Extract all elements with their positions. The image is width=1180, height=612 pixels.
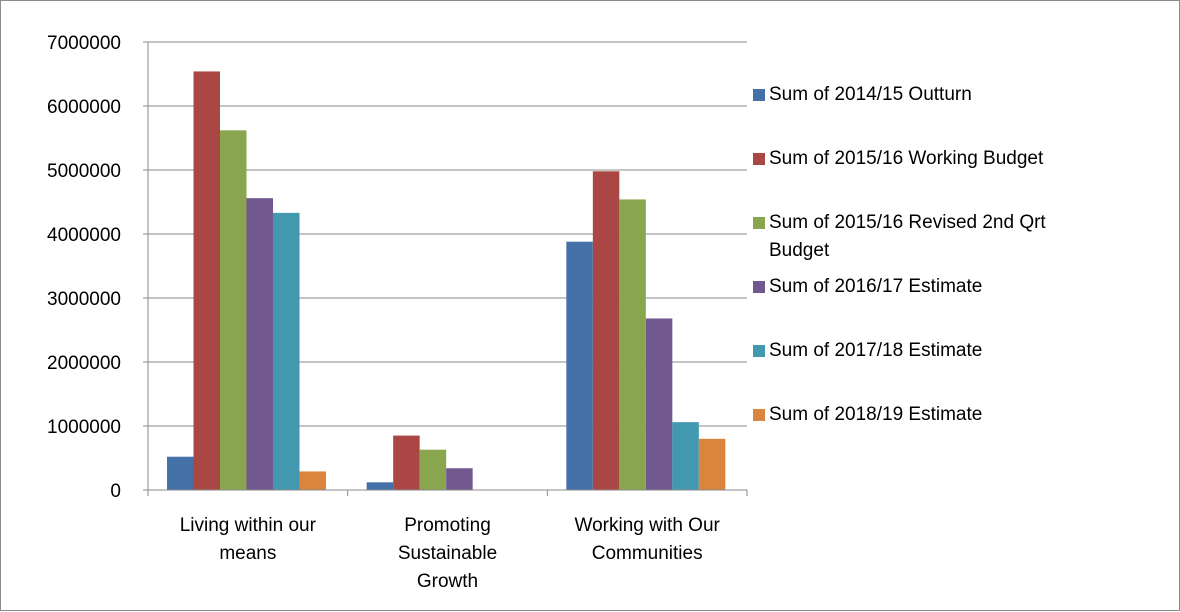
legend-item: Sum of 2016/17 Estimate <box>753 273 1173 301</box>
legend-swatch <box>753 345 765 357</box>
legend-label: Sum of 2014/15 Outturn <box>769 81 1173 109</box>
bar <box>419 449 447 490</box>
legend-label-line: Sum of 2016/17 Estimate <box>769 276 983 297</box>
legend-label-line: Sum of 2015/16 Working Budget <box>769 148 1044 169</box>
bar <box>273 212 300 490</box>
category-label: Working with Our Communities <box>574 515 720 564</box>
bar <box>393 435 420 490</box>
bar <box>645 318 673 490</box>
legend-label: Sum of 2018/19 Estimate <box>769 401 1173 429</box>
y-tick-label: 0 <box>110 481 121 502</box>
bar <box>366 482 394 490</box>
legend-item: Sum of 2015/16 Revised 2nd Qrt Budget <box>753 209 1173 265</box>
legend-item: Sum of 2017/18 Estimate <box>753 337 1173 365</box>
bar <box>246 198 273 490</box>
y-tick-label: 6000000 <box>47 97 121 118</box>
category-label: Promoting Sustainable Growth <box>398 515 497 592</box>
bar <box>167 456 194 490</box>
legend-label-line: Budget <box>769 240 830 261</box>
legend-label: Sum of 2015/16 Revised 2nd Qrt Budget <box>769 209 1173 265</box>
legend-swatch <box>753 153 765 165</box>
bar <box>672 422 699 490</box>
y-tick-label: 5000000 <box>47 161 121 182</box>
y-tick-labels: 0 1000000 2000000 3000000 4000000 5000000 6000… <box>47 33 121 502</box>
bar <box>446 468 473 490</box>
legend-label-line: Sum of 2017/18 Estimate <box>769 340 983 361</box>
y-tick-label: 3000000 <box>47 289 121 310</box>
legend-label-line: Sum of 2015/16 Revised 2nd Qrt <box>769 212 1046 233</box>
legend-swatch <box>753 409 765 421</box>
bar <box>566 241 593 490</box>
y-tick-label: 4000000 <box>47 225 121 246</box>
legend-swatch <box>753 281 765 293</box>
category-label: Living within our means <box>180 515 317 564</box>
legend-label-line: Sum of 2014/15 Outturn <box>769 84 972 105</box>
y-tick-label: 7000000 <box>47 33 121 54</box>
bar <box>592 171 620 490</box>
legend-swatch <box>753 89 765 101</box>
bar <box>193 71 220 490</box>
axes <box>143 41 748 496</box>
category-labels: Living within our means Promoting Sustainab… <box>180 515 721 592</box>
legend-item: Sum of 2018/19 Estimate <box>753 401 1173 429</box>
legend-swatch <box>753 217 765 229</box>
y-tick-label: 1000000 <box>47 417 121 438</box>
y-tick-label: 2000000 <box>47 353 121 374</box>
legend-label: Sum of 2016/17 Estimate <box>769 273 1173 301</box>
legend-label: Sum of 2015/16 Working Budget <box>769 145 1173 173</box>
legend-item: Sum of 2015/16 Working Budget <box>753 145 1173 173</box>
bar <box>299 471 326 490</box>
bar <box>220 130 247 490</box>
bar <box>698 438 726 490</box>
legend-label-line: Sum of 2018/19 Estimate <box>769 404 983 425</box>
bars <box>167 71 726 490</box>
legend-label: Sum of 2017/18 Estimate <box>769 337 1173 365</box>
bar <box>619 199 646 490</box>
legend-item: Sum of 2014/15 Outturn <box>753 81 1173 109</box>
